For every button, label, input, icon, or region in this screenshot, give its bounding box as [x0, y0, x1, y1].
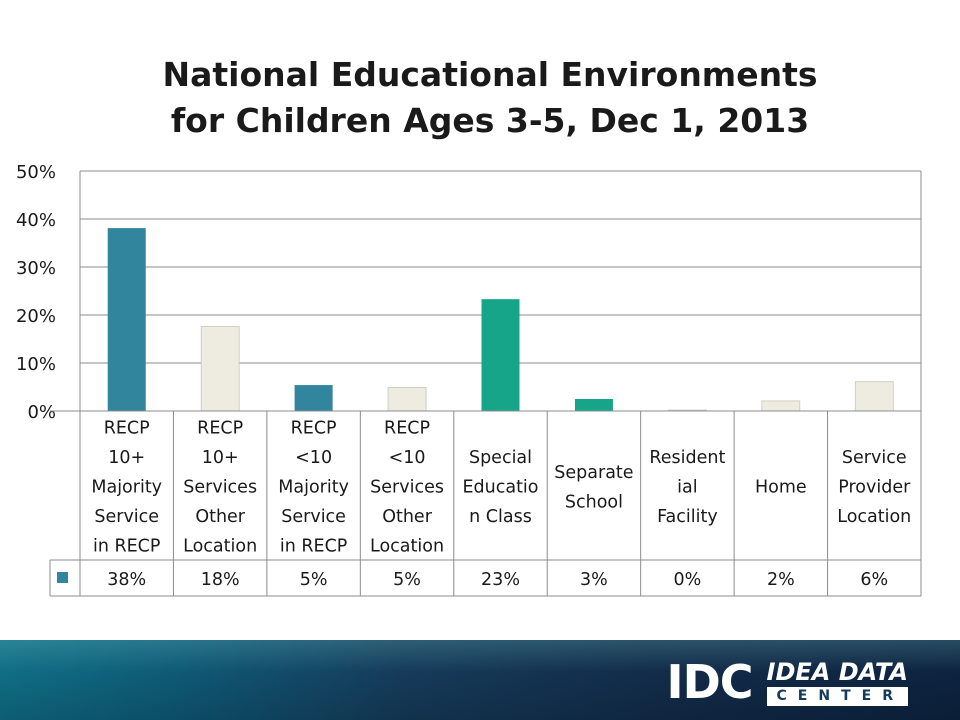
chart-title: National Educational Environments for Ch…: [0, 52, 960, 144]
data-value-label: 3%: [580, 570, 608, 590]
chart-title-line-1: National Educational Environments: [162, 55, 818, 94]
category-label: RECP <10 Services Other Location: [370, 419, 444, 557]
y-tick-label: 50%: [16, 162, 56, 183]
data-value-label: 5%: [393, 570, 421, 590]
data-value-label: 38%: [107, 570, 146, 590]
y-tick-label: 0%: [27, 402, 56, 423]
category-label: RECP 10+ Majority Service in RECP: [91, 419, 162, 557]
bar-chart: 0% 10% 20% 30% 40% 50% RECP 10+ Majority Service i…: [16, 162, 922, 597]
category-label: Separate School: [554, 463, 633, 513]
data-value-label: 23%: [481, 570, 520, 590]
category-label: Special Educatio n Class: [462, 448, 538, 527]
category-label: RECP <10 Majority Service in RECP: [278, 419, 349, 557]
y-tick-label: 10%: [16, 354, 56, 375]
y-tick-label: 40%: [16, 210, 56, 231]
bar: [294, 385, 333, 411]
y-tick-label: 30%: [16, 258, 56, 279]
legend-key: [57, 572, 68, 583]
logo-wordmark: IDEA DATA CENTER: [766, 657, 908, 706]
data-value-label: 2%: [767, 570, 795, 590]
chart-title-line-2: for Children Ages 3-5, Dec 1, 2013: [170, 101, 810, 140]
bar: [387, 387, 427, 412]
category-label: Resident ial Facility: [649, 448, 725, 527]
data-value-label: 18%: [201, 570, 240, 590]
logo-line-2: CENTER: [766, 686, 908, 706]
bar: [200, 326, 240, 412]
bar: [107, 228, 146, 411]
category-label: RECP 10+ Services Other Location: [183, 419, 257, 557]
bar: [481, 299, 520, 411]
bar: [574, 399, 613, 411]
idea-data-center-logo: IDC IDEA DATA CENTER: [666, 658, 908, 706]
category-label: Service Provider Location: [837, 448, 911, 527]
data-value-label: 0%: [674, 570, 702, 590]
bar: [761, 400, 801, 412]
logo-mark: IDC: [666, 655, 753, 709]
category-label: Home: [755, 478, 807, 498]
logo-line-1: IDEA DATA: [766, 657, 908, 686]
footer-banner: IDC IDEA DATA CENTER: [0, 640, 960, 720]
y-tick-label: 20%: [16, 306, 56, 327]
data-value-label: 5%: [300, 570, 328, 590]
bar: [854, 381, 894, 412]
data-value-label: 6%: [860, 570, 888, 590]
